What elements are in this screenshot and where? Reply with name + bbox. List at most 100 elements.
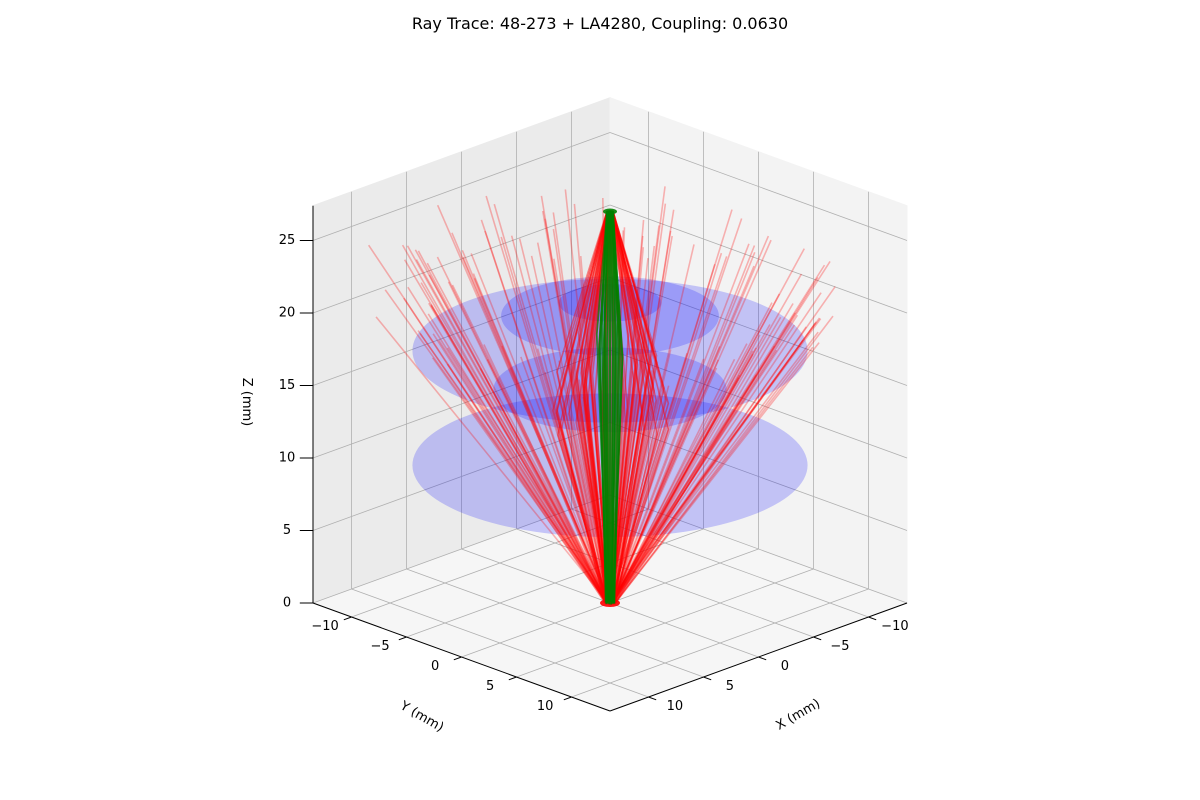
z-tick-label: 0 (283, 596, 291, 611)
tick-labels: −10 −5 0 5 10 −10 −5 0 5 10 0 5 10 15 20 25 (279, 233, 909, 714)
y-axis-label: Y (mm) (397, 698, 447, 735)
lost-ray (609, 370, 653, 604)
focus-ray (611, 211, 655, 604)
grid-line (312, 132, 611, 241)
lost-ray (611, 239, 772, 603)
lost-ray (610, 347, 757, 604)
lost-ray (614, 326, 807, 605)
lost-ray (544, 371, 610, 605)
lost-ray (610, 349, 778, 604)
lost-ray (553, 258, 610, 603)
lost-ray (558, 360, 611, 604)
focus-spot (603, 208, 617, 215)
lost-ray (614, 315, 834, 605)
x-tick-label: −10 (881, 619, 908, 634)
y-tick-label: −10 (311, 619, 338, 634)
lost-ray (610, 350, 754, 604)
lost-ray (415, 259, 609, 603)
lost-ray (473, 277, 610, 603)
x-tick-label: 0 (781, 659, 789, 674)
lost-ray (610, 359, 719, 605)
lost-ray (610, 358, 705, 605)
focus-ray (555, 210, 608, 603)
lost-ray (609, 374, 757, 604)
grid-line (312, 349, 611, 459)
lost-ray (486, 359, 610, 604)
lost-ray (472, 273, 610, 603)
focus-ray (557, 211, 610, 604)
lost-ray (609, 209, 733, 604)
focus-ray (575, 211, 611, 604)
y-tick (563, 696, 572, 701)
lost-ray (610, 258, 649, 602)
lost-ray (461, 249, 607, 602)
lost-ray (610, 349, 672, 606)
lost-ray (612, 339, 804, 605)
coupled-rays (595, 208, 624, 605)
lost-ray (609, 324, 771, 604)
lost-ray (611, 218, 743, 603)
lost-ray (520, 356, 610, 604)
grid-line (406, 528, 704, 638)
focus-ray (611, 211, 658, 605)
lost-ray (403, 259, 609, 604)
lost-ray (417, 330, 610, 604)
lost-ray (430, 305, 607, 604)
grid-line (312, 204, 611, 314)
focus-ray (610, 212, 639, 604)
grid-line (312, 494, 611, 604)
focus-ray (612, 211, 648, 604)
lost-ray (447, 281, 607, 603)
coupled-ray (610, 210, 619, 603)
lost-ray (611, 316, 782, 604)
focus-ray (610, 210, 654, 603)
lost-ray (611, 235, 770, 603)
lost-ray (431, 357, 609, 605)
lost-ray (613, 342, 820, 605)
lost-ray (540, 195, 610, 603)
lost-ray (536, 348, 611, 604)
focus-ray (577, 210, 611, 603)
focus-ray (611, 212, 648, 605)
focus-ray (558, 211, 609, 604)
grid-line (351, 508, 649, 618)
lost-ray (609, 352, 688, 604)
x-tick (813, 636, 822, 641)
lost-ray (417, 250, 607, 603)
lost-ray (611, 314, 799, 604)
lost-ray (609, 186, 666, 603)
lost-ray (609, 230, 672, 603)
focus-ray (583, 210, 609, 602)
lost-ray (611, 367, 718, 605)
lost-ray (609, 324, 796, 604)
focus-ray (609, 211, 670, 604)
lost-ray (564, 189, 611, 603)
focus-ray (576, 210, 608, 603)
lost-ray (493, 203, 611, 603)
focus-ray (552, 211, 609, 604)
y-tick (398, 636, 407, 641)
y-tick-label: 10 (537, 699, 554, 714)
lost-ray (407, 286, 607, 604)
x-tick (758, 656, 767, 661)
focus-ray (582, 210, 609, 602)
lost-ray (611, 292, 822, 604)
lost-ray (613, 251, 756, 602)
lost-ray (414, 249, 608, 603)
focus-ray (575, 211, 611, 604)
focus-ray (580, 212, 610, 604)
lost-ray (552, 228, 610, 602)
x-tick (648, 696, 657, 701)
lost-ray (609, 225, 660, 603)
lost-ray (613, 245, 756, 602)
lost-ray (611, 302, 773, 604)
lost-ray (501, 345, 610, 605)
lost-ray (432, 333, 608, 605)
lost-ray (614, 312, 796, 605)
lost-ray (479, 368, 610, 605)
focus-ray (610, 210, 640, 603)
lost-ray (610, 343, 748, 604)
lost-ray (483, 344, 608, 605)
coupled-ray (605, 210, 611, 602)
